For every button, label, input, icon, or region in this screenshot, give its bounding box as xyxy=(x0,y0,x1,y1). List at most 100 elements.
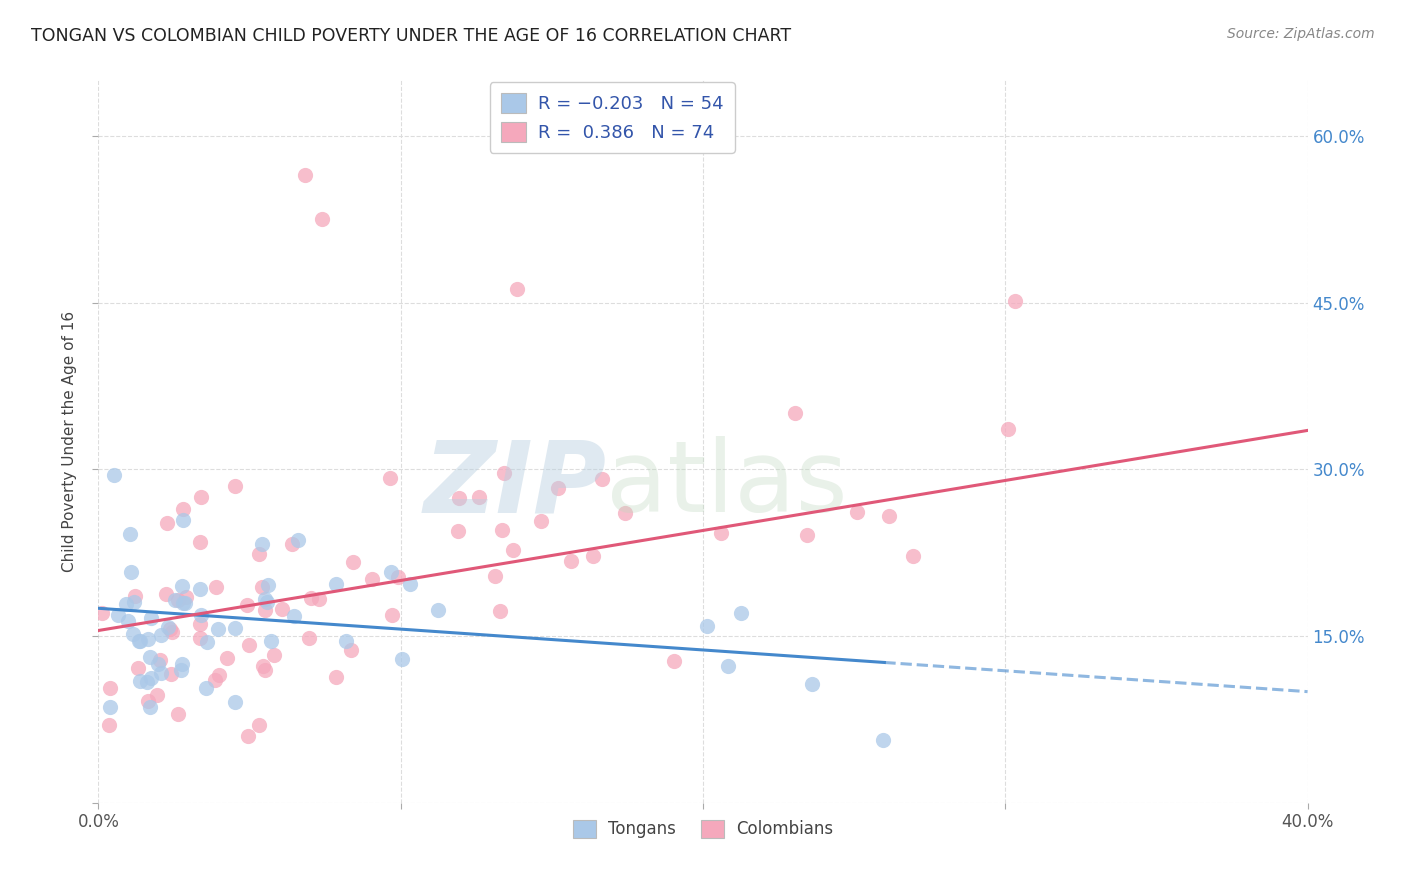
Point xyxy=(253,663,276,677)
Point xyxy=(387,569,409,583)
Point xyxy=(157,620,180,634)
Point xyxy=(250,580,273,594)
Point xyxy=(298,632,321,646)
Point xyxy=(204,580,226,594)
Point xyxy=(117,614,139,628)
Point xyxy=(391,652,413,666)
Point xyxy=(135,675,157,690)
Point xyxy=(170,579,193,593)
Point xyxy=(335,634,357,648)
Point xyxy=(238,638,260,652)
Point xyxy=(162,624,184,639)
Point xyxy=(489,604,512,618)
Point xyxy=(190,616,212,631)
Point xyxy=(195,634,218,648)
Point xyxy=(717,659,740,673)
Point xyxy=(148,657,170,672)
Text: ZIP: ZIP xyxy=(423,436,606,533)
Point xyxy=(287,533,309,548)
Point xyxy=(217,650,239,665)
Point xyxy=(530,514,553,528)
Point xyxy=(224,695,246,709)
Text: Source: ZipAtlas.com: Source: ZipAtlas.com xyxy=(1227,27,1375,41)
Point xyxy=(547,481,569,495)
Point xyxy=(124,589,146,603)
Point xyxy=(399,577,422,591)
Point xyxy=(502,542,524,557)
Point xyxy=(997,422,1019,436)
Point xyxy=(283,608,305,623)
Point xyxy=(253,591,276,606)
Point xyxy=(877,509,900,524)
Point xyxy=(250,537,273,551)
Point xyxy=(139,649,162,664)
Point xyxy=(281,537,304,551)
Point xyxy=(1004,293,1026,308)
Point xyxy=(98,700,121,714)
Point xyxy=(138,632,160,647)
Point xyxy=(170,657,193,671)
Point xyxy=(127,661,149,675)
Point xyxy=(103,467,125,482)
Text: TONGAN VS COLOMBIAN CHILD POVERTY UNDER THE AGE OF 16 CORRELATION CHART: TONGAN VS COLOMBIAN CHILD POVERTY UNDER … xyxy=(31,27,792,45)
Point xyxy=(174,591,197,605)
Point xyxy=(492,466,515,480)
Point xyxy=(172,595,194,609)
Point xyxy=(172,501,194,516)
Point xyxy=(194,681,217,695)
Point xyxy=(901,549,924,564)
Point xyxy=(254,602,277,616)
Point xyxy=(188,582,211,596)
Point xyxy=(325,577,347,591)
Point xyxy=(591,472,613,486)
Point xyxy=(122,595,145,609)
Point xyxy=(845,504,868,518)
Point xyxy=(98,681,121,696)
Point xyxy=(260,634,283,648)
Point xyxy=(188,631,211,645)
Point xyxy=(128,633,150,648)
Point xyxy=(128,633,150,648)
Point xyxy=(107,608,129,623)
Point xyxy=(696,618,718,632)
Point xyxy=(129,674,152,689)
Point xyxy=(139,699,162,714)
Point xyxy=(783,406,806,420)
Point xyxy=(614,506,637,520)
Point xyxy=(207,623,229,637)
Point xyxy=(146,689,169,703)
Point xyxy=(380,471,402,485)
Point xyxy=(172,513,194,527)
Point xyxy=(468,490,491,504)
Point xyxy=(136,694,159,708)
Point xyxy=(730,606,752,620)
Point xyxy=(256,595,278,609)
Point xyxy=(311,212,333,227)
Point xyxy=(484,569,506,583)
Point xyxy=(872,732,894,747)
Point xyxy=(155,587,177,601)
Point xyxy=(449,491,471,505)
Point xyxy=(308,591,330,606)
Point xyxy=(247,717,270,731)
Point xyxy=(149,665,172,680)
Legend: Tongans, Colombians: Tongans, Colombians xyxy=(567,813,839,845)
Point xyxy=(361,572,384,586)
Point xyxy=(339,643,361,657)
Point xyxy=(120,526,142,541)
Point xyxy=(299,591,322,606)
Point xyxy=(236,730,259,744)
Point xyxy=(139,671,162,685)
Point xyxy=(582,549,605,564)
Point xyxy=(427,603,450,617)
Point xyxy=(190,535,212,549)
Point xyxy=(160,667,183,681)
Point xyxy=(115,597,138,611)
Point xyxy=(170,664,193,678)
Point xyxy=(204,673,226,687)
Point xyxy=(560,554,582,568)
Point xyxy=(710,526,733,541)
Point xyxy=(256,578,278,592)
Point xyxy=(149,628,172,642)
Point xyxy=(121,626,143,640)
